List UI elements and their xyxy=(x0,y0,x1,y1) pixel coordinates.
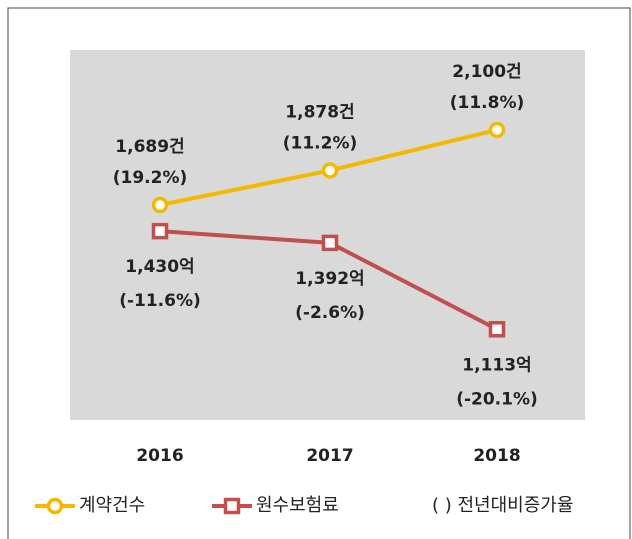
legend-marker xyxy=(46,497,64,515)
x-tick-label: 2016 xyxy=(136,446,183,466)
frame xyxy=(7,7,631,539)
value-label: 1,392억 xyxy=(295,269,364,289)
legend-label: 계약건수 xyxy=(79,495,145,516)
growth-label: (11.2%) xyxy=(283,133,358,153)
data-point xyxy=(151,222,169,240)
growth-label: (-20.1%) xyxy=(456,389,538,409)
data-point xyxy=(321,162,339,179)
value-label: 2,100건 xyxy=(452,62,521,82)
value-label: 1,689건 xyxy=(115,137,184,157)
x-tick-label: 2018 xyxy=(473,446,520,466)
growth-label: (-11.6%) xyxy=(119,291,201,311)
data-point xyxy=(488,321,506,338)
growth-label: (-2.6%) xyxy=(295,303,365,323)
growth-label: (19.2%) xyxy=(113,168,188,188)
value-label: 1,430억 xyxy=(125,257,194,277)
data-point xyxy=(321,234,339,252)
value-label: 1,878건 xyxy=(285,102,354,122)
data-point xyxy=(488,121,506,139)
legend-note: ( ) 전년대비증가율 xyxy=(432,495,573,516)
x-tick-label: 2017 xyxy=(306,446,353,466)
growth-label: (11.8%) xyxy=(450,93,525,113)
legend-marker xyxy=(223,497,241,515)
legend-label: 원수보험료 xyxy=(256,495,339,516)
value-label: 1,113억 xyxy=(462,355,531,375)
data-point xyxy=(151,196,169,214)
